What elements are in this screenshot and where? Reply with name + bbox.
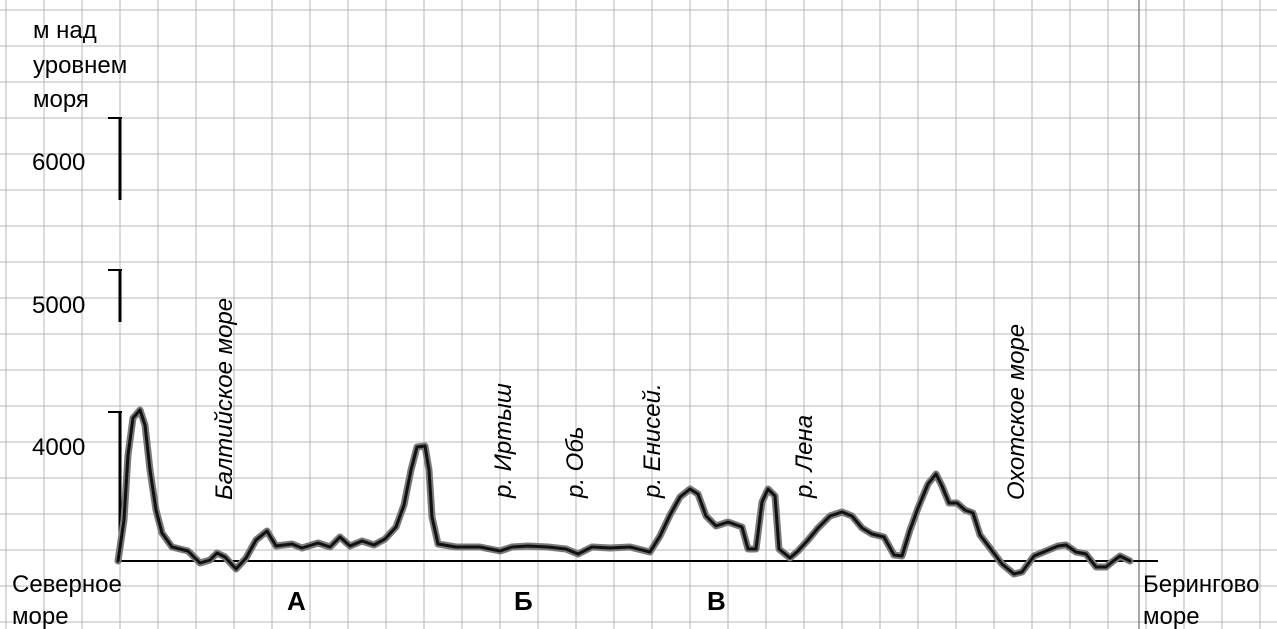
segment-letter-a: А: [287, 586, 306, 616]
left-endpoint-line-2: море: [12, 603, 69, 629]
label-yenisei-river: р. Енисей.: [639, 383, 666, 499]
axis-tick-marks: [108, 117, 122, 413]
label-lena-river: р. Лена: [791, 415, 818, 499]
label-irtysh-river: р. Иртыш: [490, 383, 517, 499]
left-endpoint-line-1: Северное: [12, 571, 122, 598]
elevation-profile-shadow: [114, 406, 1134, 578]
label-ob-river: р. Обь: [562, 427, 589, 499]
segment-letter-b: Б: [514, 586, 533, 616]
axis-title-line-2: уровнем: [33, 52, 127, 79]
label-baltic-sea: Балтийское море: [211, 298, 238, 500]
elevation-profile-line: [116, 408, 1132, 576]
tick-label-6000: 6000: [32, 149, 85, 176]
label-okhotsk-sea: Охотское море: [1003, 324, 1030, 500]
tick-label-4000: 4000: [32, 434, 85, 461]
segment-letter-v: В: [707, 586, 726, 616]
tick-label-5000: 5000: [32, 292, 85, 319]
right-endpoint-line-1: Берингово: [1143, 571, 1260, 598]
axis-title-line-3: моря: [33, 86, 89, 113]
right-endpoint-line-2: море: [1143, 603, 1200, 629]
axis-title-line-1: м над: [33, 17, 97, 44]
